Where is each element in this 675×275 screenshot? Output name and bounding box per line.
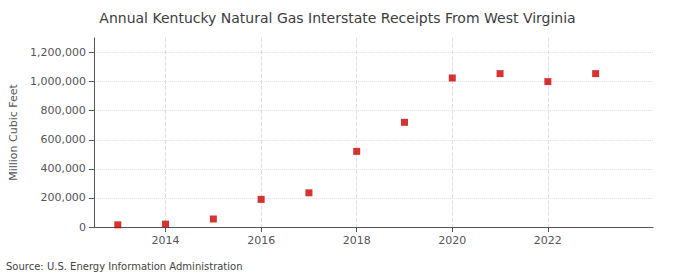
svg-text:2022: 2022 bbox=[534, 234, 562, 247]
svg-text:0: 0 bbox=[79, 221, 86, 234]
svg-text:1,000,000: 1,000,000 bbox=[30, 75, 86, 88]
svg-text:800,000: 800,000 bbox=[40, 104, 86, 117]
svg-text:2020: 2020 bbox=[438, 234, 466, 247]
svg-text:2016: 2016 bbox=[247, 234, 275, 247]
svg-text:400,000: 400,000 bbox=[40, 162, 86, 175]
svg-text:Annual Kentucky Natural Gas In: Annual Kentucky Natural Gas Interstate R… bbox=[99, 10, 575, 26]
svg-text:2014: 2014 bbox=[152, 234, 180, 247]
svg-text:Source: U.S. Energy Informatio: Source: U.S. Energy Information Administ… bbox=[6, 261, 243, 272]
svg-text:1,200,000: 1,200,000 bbox=[30, 46, 86, 59]
svg-text:200,000: 200,000 bbox=[40, 191, 86, 204]
svg-text:Million Cubic Feet: Million Cubic Feet bbox=[7, 83, 20, 180]
svg-text:600,000: 600,000 bbox=[40, 133, 86, 146]
svg-text:2018: 2018 bbox=[343, 234, 371, 247]
